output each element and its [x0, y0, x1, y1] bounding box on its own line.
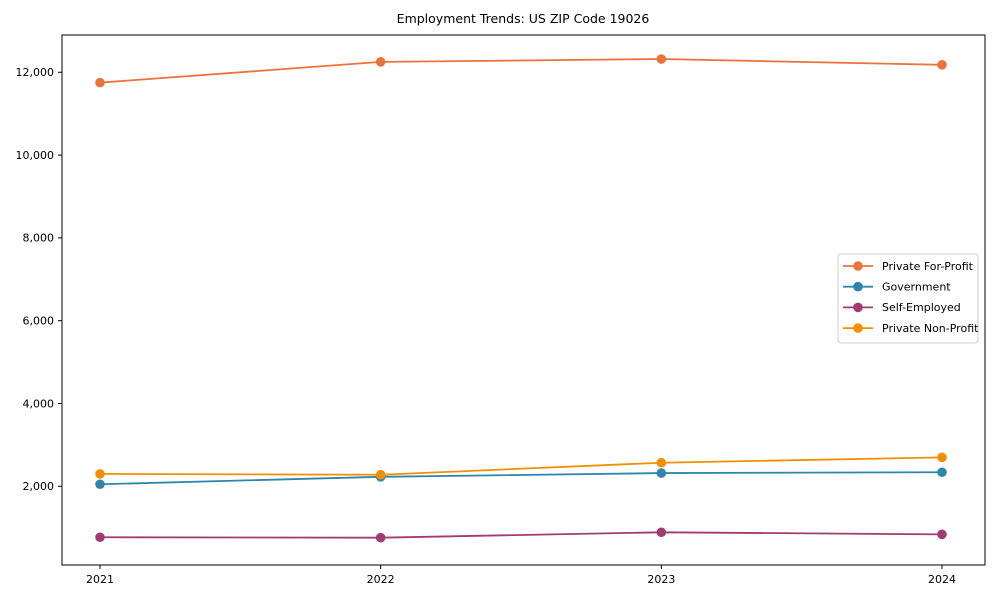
- data-point-government-2023: [656, 468, 667, 478]
- x-tick-label: 2021: [86, 573, 114, 586]
- legend-marker: [853, 261, 863, 271]
- y-tick-label: 10,000: [16, 149, 55, 162]
- data-point-private-for-profit-2022: [375, 57, 386, 67]
- y-tick-label: 6,000: [23, 315, 55, 328]
- y-tick-label: 12,000: [16, 66, 55, 79]
- legend-label-private-non-profit: Private Non-Profit: [882, 322, 979, 335]
- series-line-government: [99, 471, 943, 486]
- y-tick-label: 8,000: [23, 232, 55, 245]
- series-line-self-employed: [99, 531, 943, 539]
- legend-marker: [853, 302, 863, 313]
- data-point-private-non-profit-2021: [95, 469, 105, 479]
- data-point-government-2021: [95, 479, 105, 490]
- plot-area: 2,000 4,000 6,000 8,000 10,000 12,000 2021 2022…: [16, 34, 986, 586]
- data-point-private-for-profit-2024: [937, 60, 947, 70]
- data-point-self-employed-2022: [375, 532, 386, 543]
- data-point-self-employed-2024: [937, 529, 947, 540]
- legend-label-private-for-profit: Private For-Profit: [882, 260, 974, 273]
- x-tick-label: 2023: [647, 573, 675, 586]
- y-tick-label: 2,000: [23, 480, 55, 493]
- legend-marker: [853, 323, 863, 333]
- x-tick-label: 2022: [367, 573, 395, 586]
- y-tick-label: 4,000: [23, 397, 55, 410]
- series-line-private-non-profit: [99, 456, 943, 476]
- data-point-private-non-profit-2022: [375, 469, 386, 480]
- legend-box: [837, 253, 979, 344]
- data-point-self-employed-2021: [95, 532, 105, 543]
- legend-label-self-employed: Self-Employed: [882, 301, 961, 314]
- data-point-government-2024: [937, 467, 947, 478]
- data-point-private-non-profit-2023: [656, 457, 667, 468]
- plot-frame: [61, 34, 986, 566]
- data-point-self-employed-2023: [656, 527, 667, 538]
- chart-title: Employment Trends: US ZIP Code 19026: [397, 11, 650, 26]
- data-point-private-for-profit-2023: [656, 54, 667, 64]
- series-line-private-for-profit: [99, 58, 943, 84]
- data-point-private-for-profit-2021: [95, 77, 105, 88]
- legend-label-government: Government: [882, 281, 951, 294]
- legend-marker: [853, 281, 863, 292]
- x-tick-label: 2024: [928, 573, 956, 586]
- data-point-private-non-profit-2024: [937, 452, 947, 463]
